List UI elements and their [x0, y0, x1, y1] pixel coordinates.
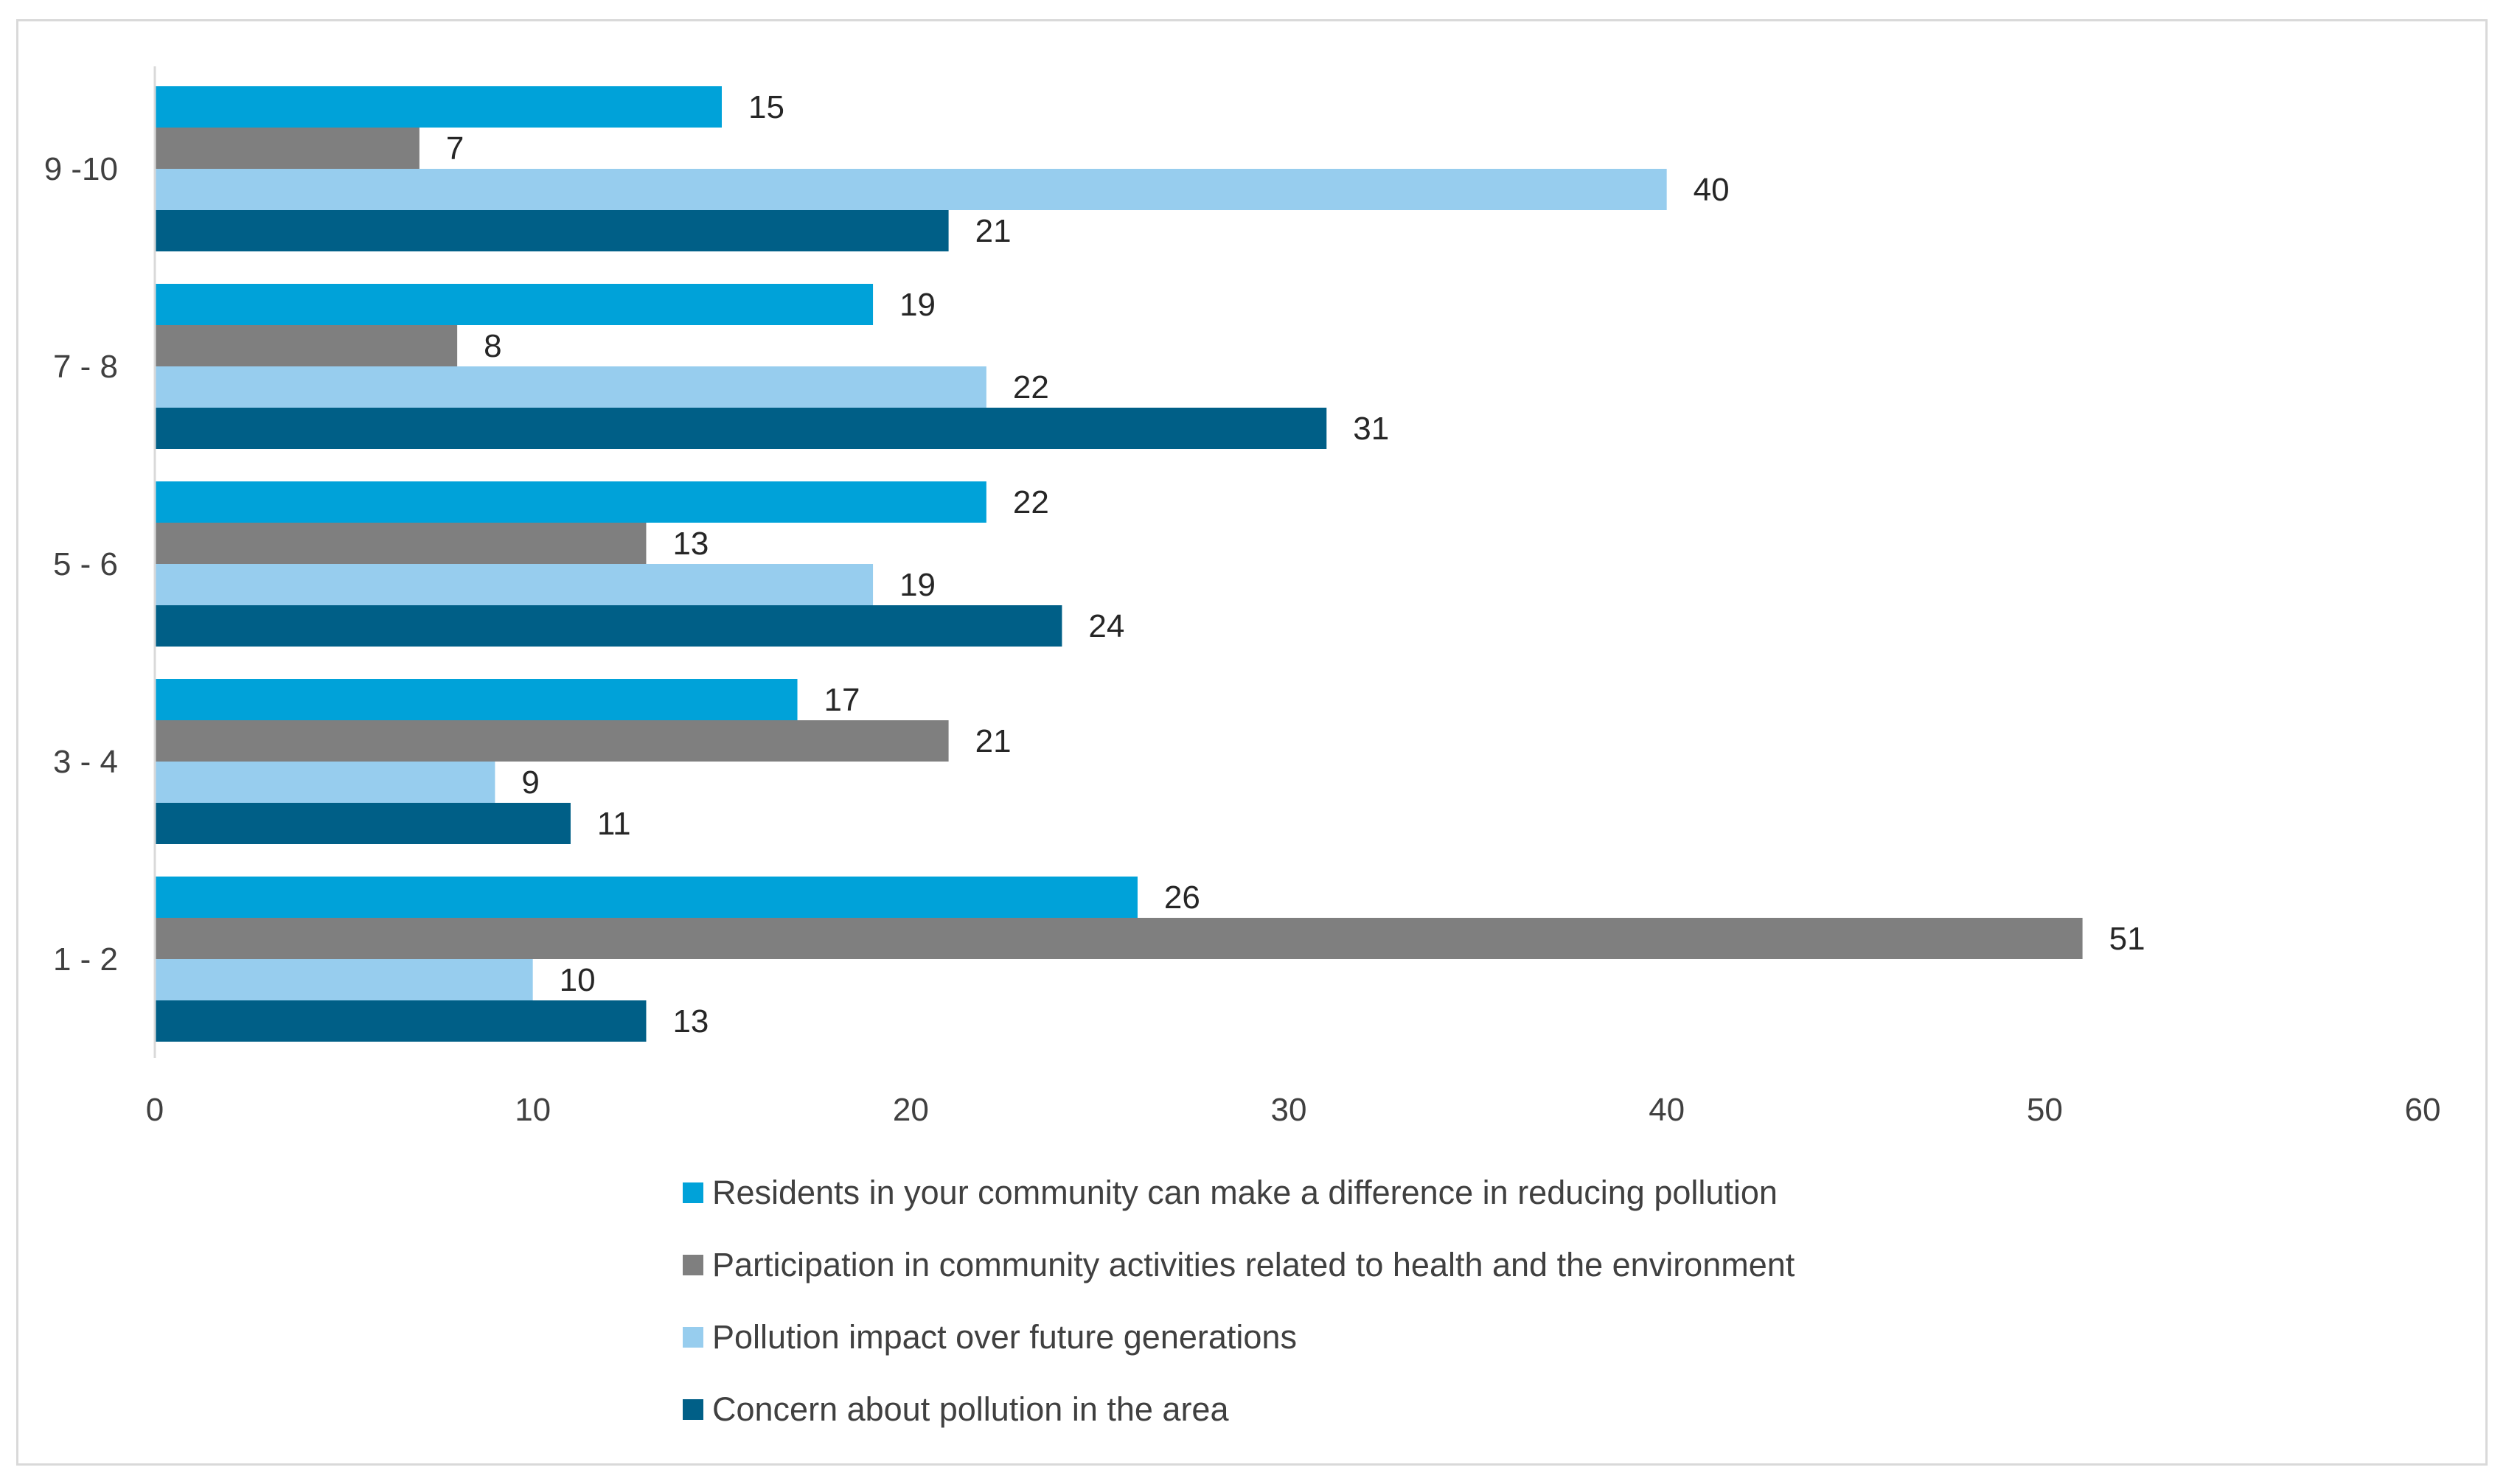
data-label: 10	[560, 962, 596, 998]
data-label: 22	[1013, 369, 1049, 405]
data-label: 31	[1353, 411, 1389, 447]
bar-3-9-10	[155, 169, 1667, 210]
y-tick-label: 9 -10	[44, 151, 118, 187]
bar-4-9-10	[155, 210, 949, 251]
x-tick-label: 10	[515, 1092, 551, 1128]
data-label: 19	[899, 287, 936, 323]
legend: Residents in your community can make a d…	[683, 1174, 1795, 1428]
data-label: 15	[748, 89, 784, 125]
y-tick-label: 1 - 2	[53, 941, 118, 978]
x-tick-label: 60	[2405, 1092, 2441, 1128]
bar-3-7-8	[155, 366, 986, 408]
data-label: 26	[1164, 879, 1200, 916]
labels-layer: 26 51 10 13 17 21 9 11 22 13 19 24 19 8 22 31 15 7 40 21	[446, 89, 2145, 1039]
x-tick-label: 0	[146, 1092, 164, 1128]
data-label: 24	[1088, 608, 1124, 644]
x-tick-label: 40	[1649, 1092, 1685, 1128]
bar-2-7-8	[155, 325, 458, 366]
bar-2-5-6	[155, 523, 647, 564]
bar-3-5-6	[155, 564, 874, 605]
data-label: 11	[597, 806, 631, 842]
legend-swatch	[683, 1399, 703, 1420]
bar-1-7-8	[155, 284, 874, 325]
x-tick-label: 20	[893, 1092, 929, 1128]
y-tick-label: 7 - 8	[53, 349, 118, 385]
legend-swatch	[683, 1182, 703, 1203]
data-label: 17	[824, 682, 860, 718]
data-label: 22	[1013, 484, 1049, 520]
bar-1-5-6	[155, 481, 986, 523]
bars-layer	[155, 86, 2083, 1042]
data-label: 8	[484, 328, 501, 364]
x-tick-label: 30	[1271, 1092, 1307, 1128]
data-label: 51	[2109, 921, 2145, 957]
bar-3-1-2	[155, 959, 533, 1000]
y-tick-label: 3 - 4	[53, 744, 118, 780]
bar-2-3-4	[155, 720, 949, 762]
data-label: 19	[899, 567, 936, 603]
bar-1-9-10	[155, 86, 722, 128]
data-label: 21	[975, 213, 1012, 249]
legend-swatch	[683, 1255, 703, 1275]
bar-4-7-8	[155, 408, 1327, 449]
legend-label: Concern about pollution in the area	[712, 1390, 1229, 1428]
bar-1-1-2	[155, 877, 1138, 918]
data-label: 7	[446, 130, 464, 167]
y-tick-label: 5 - 6	[53, 546, 118, 582]
bar-2-1-2	[155, 918, 2083, 959]
data-label: 13	[672, 1003, 709, 1039]
bar-4-5-6	[155, 605, 1062, 647]
bar-2-9-10	[155, 128, 420, 169]
axis-layer: 1 - 2 3 - 4 5 - 6 7 - 8 9 -10 0 10 20 30 40 50 60	[44, 66, 2441, 1128]
legend-label: Pollution impact over future generations	[712, 1318, 1297, 1356]
bar-1-3-4	[155, 679, 798, 720]
bar-4-1-2	[155, 1000, 647, 1042]
data-label: 9	[521, 764, 539, 801]
data-label: 40	[1694, 172, 1730, 208]
x-tick-label: 50	[2027, 1092, 2063, 1128]
legend-swatch	[683, 1327, 703, 1348]
data-label: 13	[672, 526, 709, 562]
bar-3-3-4	[155, 762, 495, 803]
legend-label: Residents in your community can make a d…	[712, 1174, 1778, 1211]
data-label: 21	[975, 723, 1012, 759]
bar-4-3-4	[155, 803, 571, 844]
legend-label: Participation in community activities re…	[712, 1246, 1795, 1283]
